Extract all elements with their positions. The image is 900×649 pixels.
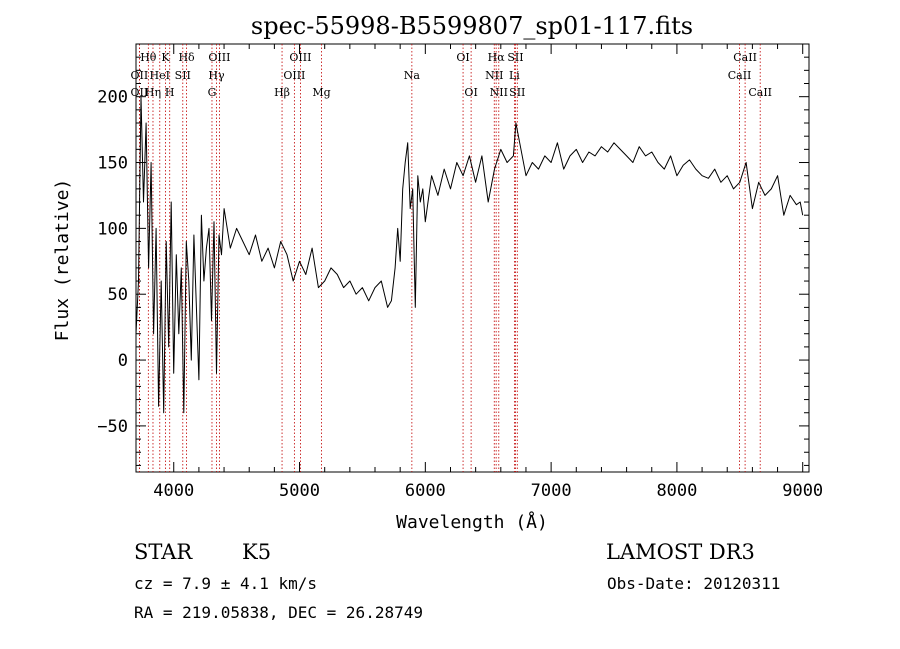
line-marker-label: OIII <box>208 51 230 64</box>
line-marker-label: OIII <box>289 51 311 64</box>
sky-coordinates: RA = 219.05838, DEC = 26.28749 <box>134 603 423 622</box>
line-marker-label: CaII <box>733 51 757 64</box>
y-tick-label: 100 <box>97 219 128 239</box>
object-subclass: K5 <box>242 540 272 564</box>
x-tick-label: 9000 <box>782 481 823 501</box>
line-marker-label: H <box>165 86 175 99</box>
spectrum-series <box>135 96 804 414</box>
line-marker-label: Hθ <box>140 51 157 64</box>
line-marker-label: Hβ <box>274 86 290 99</box>
y-tick-label: 150 <box>97 154 128 174</box>
line-marker-label: OII <box>131 86 149 99</box>
line-marker-label: SII <box>507 51 523 64</box>
line-marker-label: NII <box>490 86 508 99</box>
line-marker-label: NII <box>485 69 503 82</box>
spectrum-line <box>135 96 804 414</box>
line-marker-label: Hη <box>145 86 161 99</box>
line-marker-label: CaII <box>748 86 772 99</box>
line-marker-label: Li <box>509 69 520 82</box>
x-tick-label: 6000 <box>405 481 446 501</box>
line-marker-label: Hγ <box>208 69 225 82</box>
observation-date: Obs-Date: 20120311 <box>607 574 781 593</box>
y-tick-label: 200 <box>97 88 128 108</box>
plot-frame <box>135 43 810 473</box>
y-axis: −50 0 50 100 150 200 <box>97 43 809 466</box>
line-marker-label: OIII <box>283 69 305 82</box>
line-marker-label: OI <box>456 51 469 64</box>
emission-line-labels: HθOIIOIIHηHeIKHSIIHδGOIIIHγHβOIIIOIIIMgN… <box>131 51 772 99</box>
line-marker-label: Hα <box>488 51 506 64</box>
survey-name: LAMOST DR3 <box>606 540 755 564</box>
line-marker-label: OII <box>131 69 149 82</box>
y-axis-label: Flux (relative) <box>52 179 73 342</box>
y-tick-label: 50 <box>108 285 128 305</box>
line-marker-label: SII <box>175 69 191 82</box>
line-marker-label: CaII <box>728 69 752 82</box>
y-tick-label: 0 <box>118 351 128 371</box>
y-tick-label: −50 <box>97 417 128 437</box>
line-marker-label: HeI <box>150 69 170 82</box>
line-marker-label: OI <box>464 86 477 99</box>
x-tick-label: 4000 <box>153 481 194 501</box>
x-tick-label: 5000 <box>279 481 320 501</box>
x-tick-label: 8000 <box>656 481 697 501</box>
line-marker-label: SII <box>509 86 525 99</box>
object-class: STAR <box>134 540 193 564</box>
emission-line-markers <box>138 44 761 472</box>
line-marker-label: Hδ <box>178 51 195 64</box>
redshift-value: cz = 7.9 ± 4.1 km/s <box>134 574 318 593</box>
plot-border <box>135 43 810 473</box>
line-marker-label: K <box>161 51 170 64</box>
line-marker-label: G <box>208 86 217 99</box>
chart-title: spec-55998-B5599807_sp01-117.fits <box>251 12 693 40</box>
x-tick-label: 7000 <box>531 481 572 501</box>
line-marker-label: Mg <box>312 86 330 99</box>
x-axis-label: Wavelength (Å) <box>396 511 548 533</box>
x-axis: 4000 5000 6000 7000 8000 9000 <box>153 44 823 501</box>
line-marker-label: Na <box>404 69 421 82</box>
